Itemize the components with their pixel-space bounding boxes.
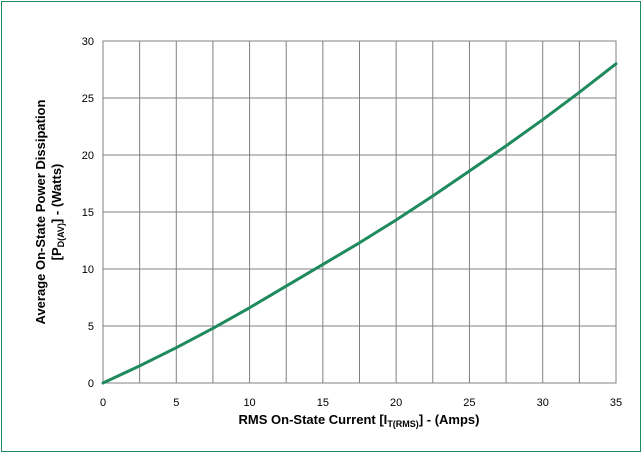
x-axis-title-tail: ] - (Amps) — [419, 412, 480, 427]
y-axis-title-line2-main: [P — [49, 247, 64, 260]
y-tick-label: 30 — [82, 36, 94, 48]
x-tick-label: 0 — [100, 397, 106, 409]
x-axis-title: RMS On-State Current [IT(RMS)] - (Amps) — [239, 412, 480, 429]
y-tick-label: 5 — [88, 321, 94, 333]
y-axis-title-line2: [PD(AV)] - (Watts) — [49, 164, 66, 261]
y-tick-label: 0 — [88, 378, 94, 390]
x-tick-label: 25 — [463, 397, 475, 409]
y-axis-title-line1: Average On-State Power Dissipation — [33, 99, 48, 324]
x-tick-label: 15 — [317, 397, 329, 409]
x-axis-title-main: RMS On-State Current [I — [239, 412, 388, 427]
x-tick-labels: 0 5 10 15 20 25 30 35 — [100, 397, 622, 409]
y-tick-label: 10 — [82, 264, 94, 276]
y-tick-labels: 0 5 10 15 20 25 30 — [82, 36, 94, 390]
y-axis-title-line2-sub: D(AV) — [56, 223, 66, 247]
grid — [103, 41, 616, 383]
y-tick-label: 15 — [82, 207, 94, 219]
y-axis-title-group: Average On-State Power Dissipation [PD(A… — [33, 99, 66, 324]
x-tick-label: 35 — [610, 397, 622, 409]
x-axis-title-sub: T(RMS) — [387, 419, 419, 429]
x-tick-label: 30 — [537, 397, 549, 409]
x-tick-label: 5 — [173, 397, 179, 409]
x-tick-label: 20 — [390, 397, 402, 409]
y-tick-label: 20 — [82, 150, 94, 162]
series-group — [101, 62, 618, 385]
x-tick-label: 10 — [243, 397, 255, 409]
y-tick-label: 25 — [82, 93, 94, 105]
y-axis-title-line2-tail: ] - (Watts) — [49, 164, 64, 223]
series-line — [101, 62, 618, 385]
